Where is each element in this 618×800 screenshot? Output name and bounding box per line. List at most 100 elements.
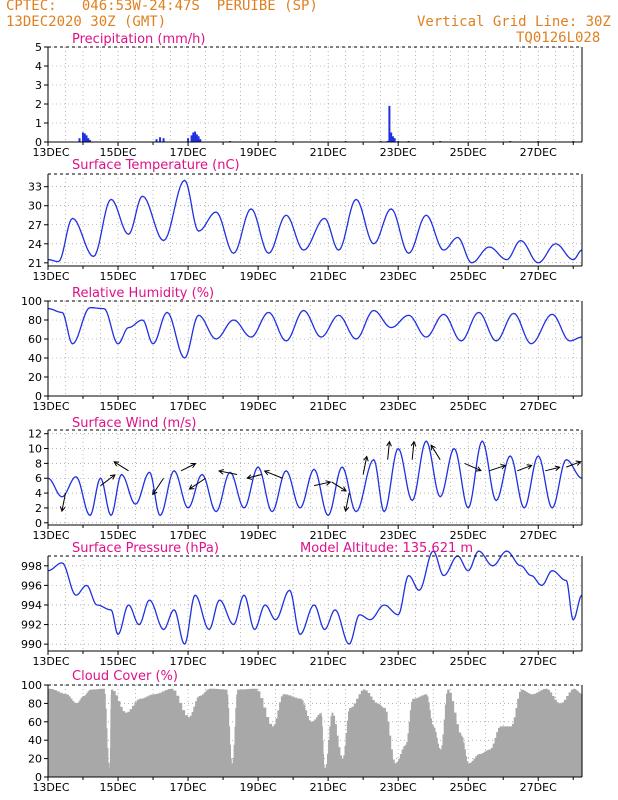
precip-bar [82, 132, 85, 142]
y-tick-label: 60 [28, 716, 42, 729]
panel-2: 0 20 40 60 80 100 13DEC 15DEC 17DEC 19DEC 21DEC 23D… [21, 286, 583, 413]
wind-vector [189, 477, 206, 490]
precip-bar [190, 135, 193, 142]
y-tick-label: 60 [28, 333, 42, 346]
wind-arrowhead [59, 506, 66, 513]
series-line [47, 306, 583, 359]
y-tick-label: 20 [28, 371, 42, 384]
x-tick-label: 27DEC [520, 270, 557, 283]
wind-arrowhead [113, 461, 120, 467]
x-tick-label: 23DEC [380, 655, 417, 668]
wind-vector [100, 474, 116, 487]
precip-bar [162, 138, 165, 142]
precip-bar [388, 105, 391, 142]
wind-arrowhead [430, 444, 436, 451]
y-tick-label: 21 [28, 257, 42, 270]
x-tick-label: 13DEC [32, 270, 69, 283]
x-tick-label: 19DEC [240, 270, 277, 283]
wind-vector [362, 456, 368, 475]
y-tick-label: 4 [35, 487, 42, 500]
panel-annotation: Model Altitude: 135.621 m [300, 541, 473, 556]
precip-bar [159, 137, 162, 142]
wind-arrowhead [343, 506, 350, 513]
wind-arrowhead [386, 440, 392, 447]
y-tick-label: 12 [28, 428, 42, 441]
y-tick-label: 0 [35, 390, 42, 403]
y-tick-label: 40 [28, 734, 42, 747]
vertical-grid-note: Vertical Grid Line: 30Z [417, 14, 611, 30]
y-tick-label: 4 [35, 60, 42, 73]
precip-bar [155, 139, 158, 142]
wind-vector [247, 474, 262, 479]
wind-vector [411, 441, 415, 460]
panel-title: Precipitation (mm/h) [72, 32, 205, 47]
y-tick-label: 2 [35, 98, 42, 111]
wind-vector [387, 441, 390, 460]
y-tick-label: 990 [21, 638, 42, 651]
wind-vector [180, 463, 196, 472]
precip-bar [197, 136, 200, 142]
x-tick-label: 23DEC [380, 270, 417, 283]
x-tick-label: 19DEC [240, 655, 277, 668]
wind-arrowhead [218, 468, 225, 475]
wind-vector [430, 445, 441, 460]
x-tick-label: 21DEC [310, 146, 347, 159]
x-tick-label: 15DEC [99, 781, 136, 794]
wind-arrowhead [109, 474, 116, 480]
wind-arrowhead [575, 460, 582, 466]
precip-bar [187, 138, 190, 142]
precip-bar [194, 131, 197, 142]
x-tick-label: 27DEC [520, 655, 557, 668]
x-tick-label: 17DEC [170, 270, 207, 283]
x-tick-label: 15DEC [99, 400, 136, 413]
x-tick-label: 19DEC [240, 529, 277, 542]
precip-bar [78, 138, 81, 142]
precip-bar [391, 136, 394, 142]
x-tick-label: 19DEC [240, 146, 277, 159]
wind-arrowhead [526, 464, 533, 470]
x-tick-label: 19DEC [240, 781, 277, 794]
wind-arrowhead [246, 474, 253, 480]
y-tick-label: 24 [28, 238, 42, 251]
y-tick-label: 3 [35, 79, 42, 92]
x-tick-label: 15DEC [99, 529, 136, 542]
panel-3: 0 2 4 6 810 12 13DEC 15DEC 17DEC 19DEC 21DEC 23DEC 2… [28, 416, 583, 542]
x-tick-label: 15DEC [99, 146, 136, 159]
model-code: TQ0126L028 [516, 30, 601, 46]
wind-arrowhead [190, 462, 197, 469]
x-tick-label: 17DEC [170, 400, 207, 413]
x-tick-label: 21DEC [310, 400, 347, 413]
x-tick-label: 13DEC [32, 146, 69, 159]
y-tick-label: 996 [21, 579, 42, 592]
y-tick-label: 30 [28, 200, 42, 213]
y-tick-label: 994 [21, 599, 42, 612]
wind-vector [545, 466, 560, 472]
y-tick-label: 1 [35, 117, 42, 130]
wind-arrowhead [188, 484, 195, 490]
y-tick-label: 10 [28, 443, 42, 456]
wind-vector [489, 464, 506, 472]
wind-arrowhead [152, 489, 158, 496]
x-tick-label: 25DEC [450, 400, 487, 413]
y-tick-label: 0 [35, 136, 42, 149]
y-tick-label: 40 [28, 352, 42, 365]
wind-vector [152, 477, 164, 495]
y-tick-label: 998 [21, 560, 42, 573]
wind-vector [331, 481, 347, 492]
precip-bar [199, 139, 202, 142]
precip-bar [89, 140, 92, 142]
wind-vector [61, 492, 66, 512]
wind-arrowhead [325, 480, 332, 486]
wind-arrowhead [263, 469, 270, 476]
y-tick-label: 100 [21, 679, 42, 692]
wind-vector [314, 481, 331, 487]
y-tick-label: 6 [35, 472, 42, 485]
x-tick-label: 21DEC [310, 655, 347, 668]
y-tick-label: 80 [28, 697, 42, 710]
x-tick-label: 25DEC [450, 270, 487, 283]
wind-vector [566, 461, 581, 468]
x-tick-label: 27DEC [520, 529, 557, 542]
x-tick-label: 27DEC [520, 781, 557, 794]
y-tick-label: 0 [35, 771, 42, 784]
wind-vector [113, 461, 129, 472]
